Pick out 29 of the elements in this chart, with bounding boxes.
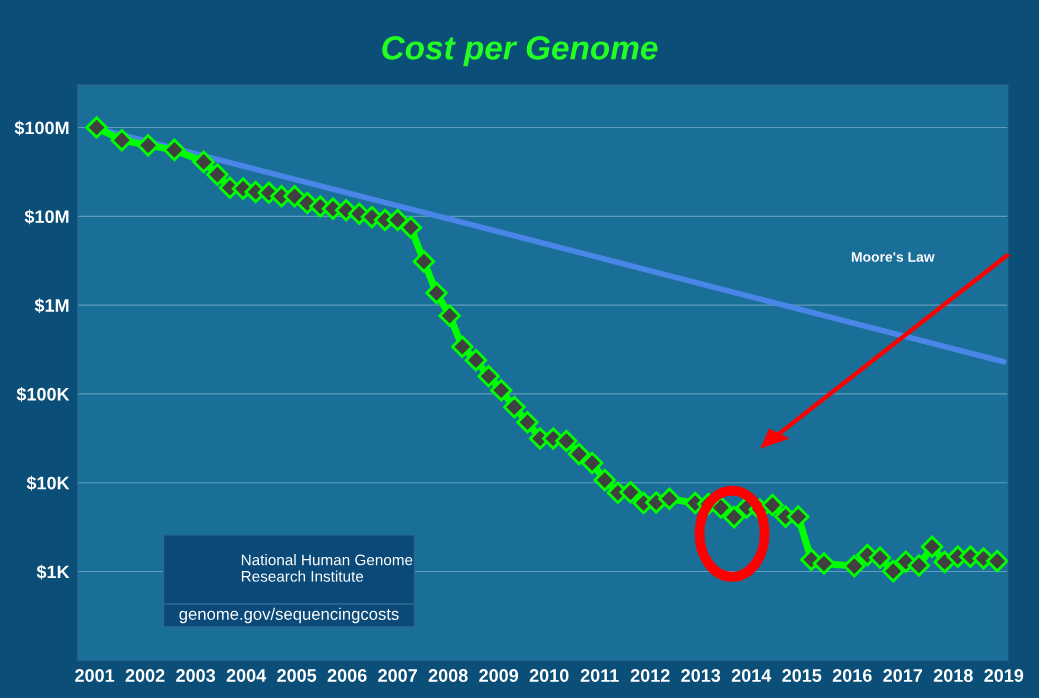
x-tick-label: 2009 [479, 669, 519, 682]
x-tick-label: 2018 [933, 669, 973, 682]
x-tick-label: 2019 [984, 669, 1024, 682]
x-tick-label: 2002 [125, 669, 165, 682]
x-tick-label: 2017 [883, 669, 923, 682]
x-tick-label: 2015 [782, 669, 822, 682]
x-tick-label: 2003 [176, 669, 216, 682]
text: Moore's Law [851, 252, 935, 262]
x-tick-label: 2004 [226, 669, 267, 682]
annotation: genome.gov/sequencingcosts [179, 607, 399, 624]
x-tick-label: 2012 [630, 669, 670, 682]
x-tick-label: 2011 [580, 669, 619, 682]
x-tick-label: 2016 [832, 669, 872, 682]
y-tick-label: $10M [24, 209, 69, 225]
y-tick-label: $1K [36, 564, 70, 580]
x-tick-label: 2001 [75, 669, 115, 682]
x-tick-label: 2006 [327, 669, 367, 682]
x-tick-label: 2013 [681, 669, 721, 682]
x-tick-label: 2014 [731, 669, 772, 682]
y-tick-label: $1M [34, 298, 69, 313]
chart-title: Cost per Genome [382, 36, 658, 67]
annotation: National Human Genome Research Institute [241, 554, 413, 582]
x-tick-label: 2005 [277, 669, 317, 682]
y-tick-label: $100M [14, 120, 69, 136]
x-tick-label: 2010 [529, 669, 569, 682]
x-tick-label: 2007 [378, 669, 417, 682]
x-tick-label: 2008 [428, 669, 468, 682]
y-tick-label: $10K [26, 475, 70, 491]
y-tick-label: $100K [16, 387, 70, 402]
